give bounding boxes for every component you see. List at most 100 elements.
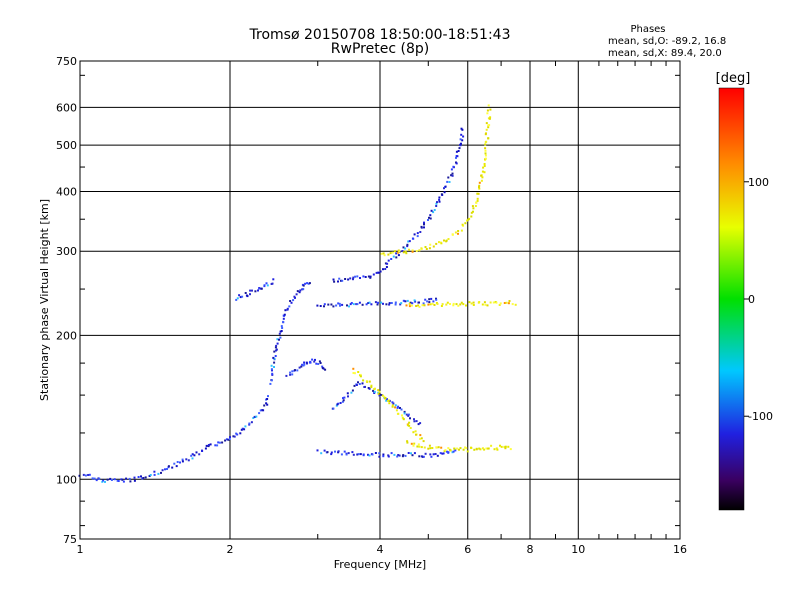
data-point: [382, 455, 385, 458]
data-point: [323, 449, 326, 452]
data-point: [400, 408, 403, 411]
data-point: [481, 170, 484, 173]
data-point: [460, 133, 463, 136]
data-point: [368, 387, 371, 390]
data-point: [417, 423, 420, 426]
data-point: [397, 251, 400, 254]
data-point: [352, 278, 354, 281]
data-point: [175, 465, 178, 468]
x-tick-label: 6: [464, 543, 471, 556]
data-point: [422, 455, 425, 458]
data-point: [357, 371, 360, 373]
data-point: [173, 462, 176, 465]
data-point: [468, 301, 471, 304]
data-point: [429, 453, 432, 456]
data-point: [464, 222, 467, 225]
data-point: [365, 380, 368, 383]
data-point: [350, 302, 353, 304]
data-point: [495, 447, 498, 450]
data-point: [201, 450, 204, 452]
y-tick-label: 200: [56, 329, 77, 342]
data-point: [285, 374, 288, 377]
data-point: [307, 282, 310, 285]
x-tick-label: 16: [673, 543, 687, 556]
colorbar-tick-label: 0: [748, 293, 755, 306]
data-point: [418, 301, 420, 304]
data-point: [462, 135, 465, 138]
data-point: [280, 325, 283, 328]
data-point: [327, 303, 330, 306]
data-point: [263, 404, 266, 407]
data-point: [408, 240, 411, 243]
data-point: [271, 373, 274, 376]
data-point: [406, 440, 409, 443]
data-point: [483, 163, 486, 165]
data-point: [179, 461, 181, 464]
data-point: [456, 447, 458, 450]
data-point: [267, 395, 269, 398]
data-point: [475, 448, 478, 451]
data-point: [303, 363, 306, 366]
data-point: [454, 449, 457, 452]
data-point: [293, 295, 296, 298]
data-point: [364, 385, 366, 388]
data-point: [420, 446, 423, 449]
data-point: [413, 418, 415, 421]
data-point: [429, 243, 432, 246]
data-point: [322, 367, 325, 370]
x-axis-ticks: 1 2 4 6 8 10 16: [77, 61, 687, 556]
data-point: [330, 451, 333, 454]
data-point: [337, 280, 339, 283]
data-point: [393, 250, 396, 253]
data-point: [505, 301, 508, 304]
data-point: [255, 415, 258, 418]
data-point: [414, 430, 417, 433]
data-point: [258, 412, 261, 415]
data-point: [249, 293, 251, 296]
x-tick-label: 1: [77, 543, 84, 556]
data-point: [490, 444, 493, 447]
data-point: [460, 127, 463, 130]
data-point: [357, 453, 360, 456]
data-point: [333, 280, 336, 283]
data-point: [397, 454, 400, 456]
data-point: [377, 389, 380, 392]
data-point: [387, 259, 390, 262]
y-tick-label: 400: [56, 185, 77, 198]
data-point: [376, 303, 379, 306]
data-point: [141, 477, 144, 480]
data-point: [404, 247, 407, 250]
data-point: [397, 412, 400, 415]
data-point: [110, 479, 113, 481]
data-point: [483, 171, 486, 174]
data-point: [384, 268, 387, 270]
data-point: [394, 303, 397, 306]
data-point: [419, 422, 422, 425]
data-point: [161, 469, 164, 472]
data-point: [450, 168, 453, 171]
data-point: [413, 233, 416, 236]
data-point: [241, 427, 244, 430]
data-point: [239, 432, 242, 435]
data-point: [487, 126, 490, 129]
data-point: [455, 150, 458, 153]
data-point: [289, 373, 292, 376]
data-point: [478, 447, 481, 450]
data-point: [440, 242, 443, 245]
data-point: [514, 303, 517, 306]
data-point: [416, 235, 419, 238]
data-point: [484, 154, 487, 157]
data-point: [484, 143, 487, 146]
data-point: [402, 251, 405, 254]
data-point: [324, 368, 327, 371]
data-point: [235, 432, 238, 435]
data-point: [423, 221, 425, 224]
data-point: [394, 404, 397, 407]
data-point: [443, 191, 446, 194]
data-point: [303, 361, 306, 364]
data-point: [332, 305, 335, 308]
data-point: [395, 252, 398, 255]
data-point: [250, 421, 253, 424]
data-point: [298, 291, 301, 294]
colorbar-ticks: 100 0 -100: [744, 176, 773, 423]
